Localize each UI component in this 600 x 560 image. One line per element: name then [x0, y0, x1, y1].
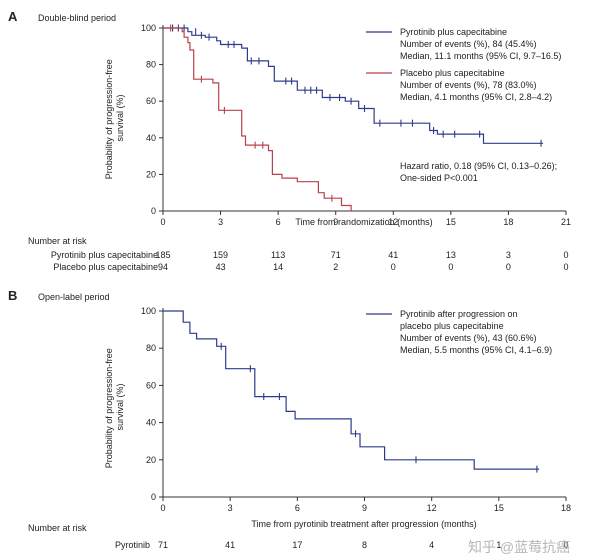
risk-row-label: Pyrotinib: [115, 540, 150, 550]
y-tick-label: 100: [141, 23, 156, 33]
panel-b-plot: 0 20 40 60 80 100 0 3 6 9 12 15 18: [141, 306, 571, 513]
panel-b-title: Open-label period: [38, 292, 110, 302]
legend-name-pyrotinib-open: Pyrotinib after progression on placebo p…: [400, 309, 520, 331]
panel-a-legend: Pyrotinib plus capecitabine Number of ev…: [366, 27, 561, 102]
x-tick-label: 9: [333, 217, 338, 227]
legend-events-pyrotinib-open: Number of events (%), 43 (60.6%): [400, 333, 537, 343]
panel-b-legend: Pyrotinib after progression on placebo p…: [366, 309, 552, 355]
legend-events-pyrotinib: Number of events (%), 84 (45.4%): [400, 39, 537, 49]
series-line-0: [163, 27, 543, 144]
x-tick-label: 6: [276, 217, 281, 227]
risk-value: 8: [362, 540, 367, 550]
x-tick-label: 3: [228, 503, 233, 513]
risk-value: 113: [271, 250, 285, 260]
x-tick-label: 18: [503, 217, 513, 227]
y-tick-label: 0: [151, 206, 156, 216]
risk-value: 2: [333, 262, 338, 272]
x-tick-label: 0: [160, 503, 165, 513]
watermark: 知乎 @蓝莓抗癌: [468, 539, 570, 555]
series-line-0: [163, 310, 540, 470]
risk-row-label: Pyrotinib plus capecitabine: [51, 250, 158, 260]
legend-name-line2: placebo plus capecitabine: [400, 321, 504, 331]
risk-row-label: Placebo plus capecitabine: [53, 262, 158, 272]
panel-a-letter: A: [8, 9, 18, 24]
p-value-annotation: One-sided P<0.001: [400, 173, 478, 183]
legend-events-placebo: Number of events (%), 78 (83.0%): [400, 80, 537, 90]
y-tick-label: 40: [146, 418, 156, 428]
y-tick-label: 60: [146, 96, 156, 106]
panel-a-ylabel-line2: survival (%): [115, 94, 125, 141]
x-tick-label: 12: [388, 217, 398, 227]
panel-a-ylabel: Probability of progression-free survival…: [104, 57, 125, 180]
y-tick-label: 100: [141, 306, 156, 316]
risk-value: 185: [155, 250, 170, 260]
risk-value: 0: [448, 262, 453, 272]
risk-value: 0: [563, 250, 568, 260]
legend-name-placebo: Placebo plus capecitabine: [400, 68, 505, 78]
panel-a-plot: 0 20 40 60 80 100 0 3 6 9 12 15 18 21: [141, 23, 571, 227]
risk-value: 13: [446, 250, 456, 260]
panel-b-ylabel-line2: survival (%): [115, 383, 125, 430]
risk-value: 0: [506, 262, 511, 272]
risk-value: 17: [292, 540, 302, 550]
risk-value: 41: [388, 250, 398, 260]
panel-b-xlabel: Time from pyrotinib treatment after prog…: [251, 519, 476, 529]
x-tick-label: 6: [295, 503, 300, 513]
risk-value: 94: [158, 262, 168, 272]
panel-b-letter: B: [8, 288, 17, 303]
legend-name-pyrotinib: Pyrotinib plus capecitabine: [400, 27, 507, 37]
legend-median-placebo: Median, 4.1 months (95% CI, 2.8–4.2): [400, 92, 552, 102]
y-tick-label: 20: [146, 169, 156, 179]
y-tick-label: 60: [146, 380, 156, 390]
x-tick-label: 18: [561, 503, 571, 513]
panel-b-ylabel: Probability of progression-free survival…: [104, 346, 125, 469]
risk-value: 41: [225, 540, 235, 550]
legend-median-pyrotinib: Median, 11.1 months (95% CI, 9.7–16.5): [400, 51, 561, 61]
panel-a-ylabel-line1: Probability of progression-free: [104, 59, 114, 179]
risk-value: 1: [496, 540, 501, 550]
risk-value: 0: [563, 262, 568, 272]
y-tick-label: 20: [146, 455, 156, 465]
panel-b-risk-table: Pyrotinib 71 41 17 8 4 1 0: [115, 540, 569, 550]
panel-b-ylabel-line1: Probability of progression-free: [104, 348, 114, 468]
legend-name-line1: Pyrotinib after progression on: [400, 309, 518, 319]
risk-value: 14: [273, 262, 283, 272]
series-line-1: [163, 27, 352, 211]
y-tick-label: 80: [146, 343, 156, 353]
y-tick-label: 40: [146, 133, 156, 143]
panel-b-risk-heading: Number at risk: [28, 523, 87, 533]
risk-value: 0: [391, 262, 396, 272]
risk-value: 71: [158, 540, 168, 550]
risk-value: 3: [506, 250, 511, 260]
risk-value: 71: [331, 250, 341, 260]
x-tick-label: 21: [561, 217, 571, 227]
panel-a-title: Double-blind period: [38, 13, 116, 23]
risk-value: 43: [216, 262, 226, 272]
panel-a-risk-heading: Number at risk: [28, 236, 87, 246]
x-tick-label: 12: [427, 503, 437, 513]
x-tick-label: 0: [160, 217, 165, 227]
risk-value: 0: [563, 540, 568, 550]
panel-a-xlabel: Time from randomization (months): [295, 217, 432, 227]
legend-median-pyrotinib-open: Median, 5.5 months (95% CI, 4.1–6.9): [400, 345, 552, 355]
risk-value: 4: [429, 540, 434, 550]
y-tick-label: 80: [146, 60, 156, 70]
x-tick-label: 9: [362, 503, 367, 513]
risk-value: 159: [213, 250, 228, 260]
y-tick-label: 0: [151, 492, 156, 502]
x-tick-label: 15: [446, 217, 456, 227]
x-tick-label: 15: [494, 503, 504, 513]
x-tick-label: 3: [218, 217, 223, 227]
hazard-ratio-annotation: Hazard ratio, 0.18 (95% CI, 0.13–0.26);: [400, 161, 557, 171]
